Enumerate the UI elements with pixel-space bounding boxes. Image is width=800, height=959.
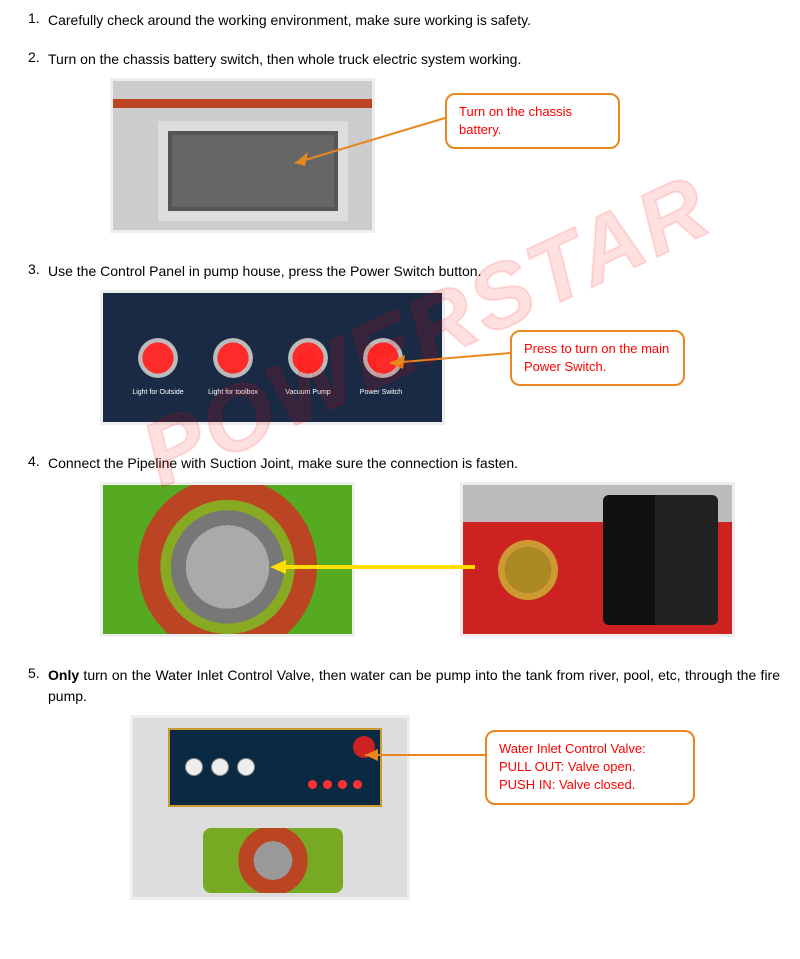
step-1-text: Carefully check around the working envir… — [48, 10, 780, 31]
step-5-photo-pump-panel — [130, 715, 410, 900]
panel-button-icon — [308, 780, 317, 789]
step-2-callout: Turn on the chassis battery. — [445, 93, 620, 149]
panel-button-icon — [353, 780, 362, 789]
step-3-text: Use the Control Panel in pump house, pre… — [48, 261, 780, 282]
step-3-number: 3. — [20, 261, 48, 277]
step-4-number: 4. — [20, 453, 48, 469]
button-light-outside — [138, 338, 178, 378]
step-4-photo-pipeline — [460, 482, 735, 637]
gauge-icon — [185, 758, 203, 776]
label-light-toolbox: Light for toolbox — [203, 389, 263, 396]
step-5-callout-line1: Water Inlet Control Valve: — [499, 740, 681, 758]
button-vacuum-pump — [288, 338, 328, 378]
gauge-icon — [211, 758, 229, 776]
step-3: 3. Use the Control Panel in pump house, … — [20, 261, 780, 435]
step-5-callout: Water Inlet Control Valve: PULL OUT: Val… — [485, 730, 695, 805]
step-5-callout-line2: PULL OUT: Valve open. — [499, 758, 681, 776]
panel-button-icon — [323, 780, 332, 789]
step-1: 1. Carefully check around the working en… — [20, 10, 780, 31]
label-light-outside: Light for Outside — [128, 389, 188, 396]
step-5-number: 5. — [20, 665, 48, 681]
step-1-number: 1. — [20, 10, 48, 26]
step-2-callout-text: Turn on the chassis battery. — [459, 104, 572, 137]
gauge-icon — [237, 758, 255, 776]
label-power-switch: Power Switch — [351, 389, 411, 396]
step-4: 4. Connect the Pipeline with Suction Joi… — [20, 453, 780, 647]
step-3-callout: Press to turn on the main Power Switch. — [510, 330, 685, 386]
step-5-rest: turn on the Water Inlet Control Valve, t… — [48, 667, 780, 704]
button-power-switch — [363, 338, 403, 378]
step-4-text: Connect the Pipeline with Suction Joint,… — [48, 453, 780, 474]
step-3-callout-text: Press to turn on the main Power Switch. — [524, 341, 669, 374]
step-2: 2. Turn on the chassis battery switch, t… — [20, 49, 780, 243]
step-5-callout-line3: PUSH IN: Valve closed. — [499, 776, 681, 794]
step-5-bold: Only — [48, 667, 79, 683]
label-vacuum-pump: Vacuum Pump — [278, 389, 338, 396]
step-5: 5. Only turn on the Water Inlet Control … — [20, 665, 780, 910]
step-2-photo — [110, 78, 375, 233]
step-2-number: 2. — [20, 49, 48, 65]
button-light-toolbox — [213, 338, 253, 378]
panel-button-icon — [338, 780, 347, 789]
valve-knob-icon — [353, 736, 375, 758]
step-2-text: Turn on the chassis battery switch, then… — [48, 49, 780, 70]
step-4-photo-suction-joint — [100, 482, 355, 637]
step-3-photo-control-panel: Light for Outside Light for toolbox Vacu… — [100, 290, 445, 425]
step-5-text: Only turn on the Water Inlet Control Val… — [48, 665, 780, 707]
